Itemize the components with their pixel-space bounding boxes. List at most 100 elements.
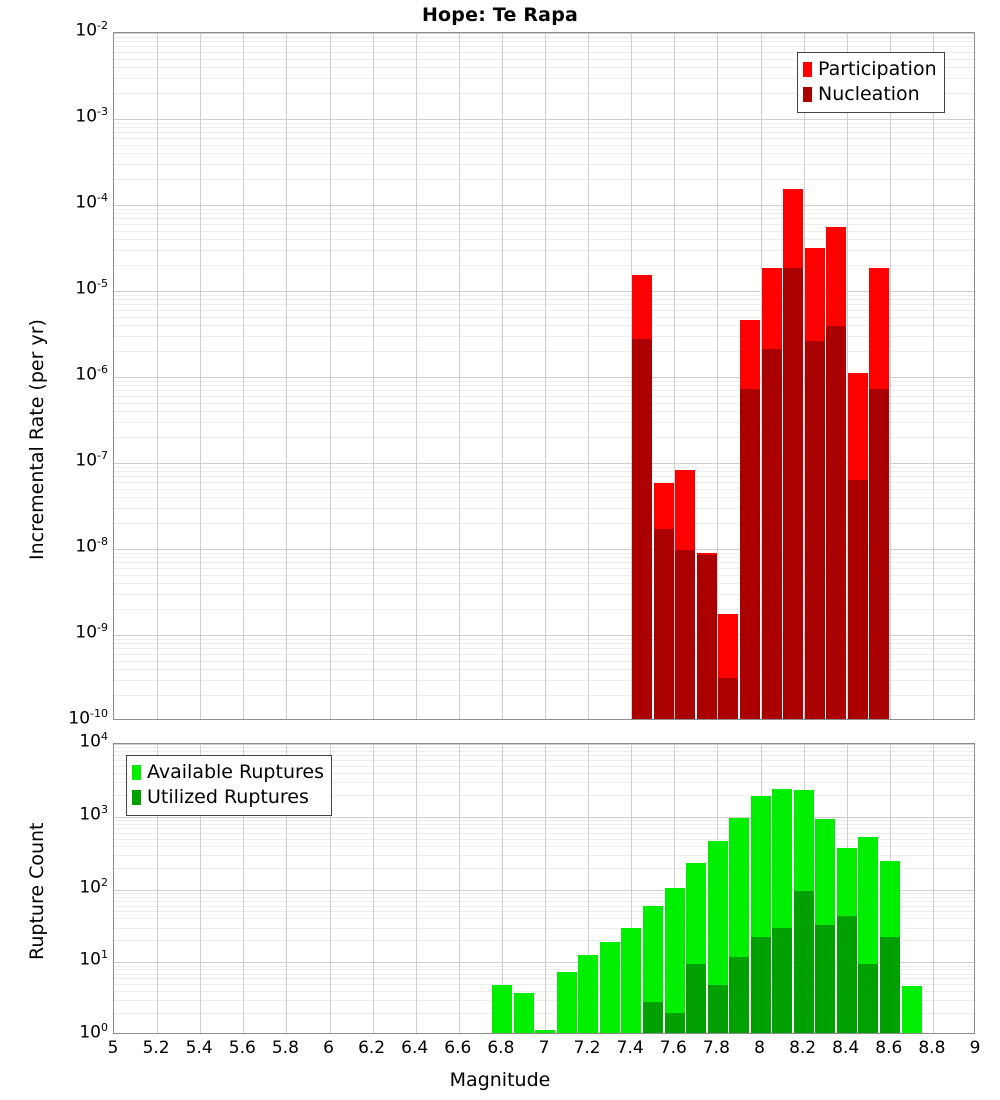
- gridline-minor: [114, 476, 974, 477]
- gridline-minor: [114, 325, 974, 326]
- x-axis-tick-label: 8.6: [875, 1038, 903, 1058]
- nucleation-bar: [654, 529, 674, 719]
- gridline-minor: [114, 59, 974, 60]
- available-ruptures-bar: [557, 971, 577, 1033]
- gridline-minor: [114, 773, 974, 774]
- gridline-minor: [114, 437, 974, 438]
- gridline-major: [114, 377, 974, 378]
- legend-entry[interactable]: Participation: [803, 57, 937, 82]
- gridline-minor: [114, 911, 974, 912]
- gridline-minor: [114, 839, 974, 840]
- gridline-minor: [114, 906, 974, 907]
- available-ruptures-bar: [708, 840, 728, 1033]
- available-ruptures-bar: [902, 986, 922, 1033]
- gridline-minor: [114, 231, 974, 232]
- rupture-bar: [600, 744, 620, 1033]
- available-ruptures-bar: [578, 954, 598, 1033]
- gridline-minor: [114, 648, 974, 649]
- gridline-minor: [114, 52, 974, 53]
- gridline-minor: [114, 497, 974, 498]
- legend-swatch-icon: [132, 765, 141, 780]
- rupture-bar: [514, 744, 534, 1033]
- gridline-minor: [114, 846, 974, 847]
- y-axis-tick-label: 101: [79, 948, 108, 970]
- gridline-minor: [114, 164, 974, 165]
- utilized-ruptures-bar: [880, 936, 900, 1033]
- x-axis-tick-label: 8.2: [789, 1038, 817, 1058]
- top-legend: Participation Nucleation: [797, 52, 945, 113]
- available-ruptures-bar: [514, 992, 534, 1033]
- rupture-bar: [535, 744, 555, 1033]
- gridline-minor: [114, 467, 974, 468]
- legend-entry[interactable]: Nucleation: [803, 82, 937, 107]
- legend-label: Participation: [818, 58, 937, 80]
- utilized-ruptures-bar: [665, 1012, 685, 1033]
- gridline-minor: [114, 557, 974, 558]
- gridline-minor: [114, 639, 974, 640]
- rate-bar: [848, 33, 868, 719]
- gridline-minor: [114, 224, 974, 225]
- gridline-minor: [114, 265, 974, 266]
- gridline-minor: [114, 396, 974, 397]
- gridline-minor: [114, 37, 974, 38]
- gridline-minor: [114, 695, 974, 696]
- gridline-vertical: [243, 744, 244, 1033]
- gridline-vertical: [243, 33, 244, 719]
- nucleation-bar: [675, 550, 695, 719]
- nucleation-bar: [848, 480, 868, 719]
- gridline-minor: [114, 523, 974, 524]
- gridline-vertical: [200, 33, 201, 719]
- available-ruptures-bar: [535, 1030, 555, 1033]
- legend-entry[interactable]: Utilized Ruptures: [132, 785, 324, 810]
- utilized-ruptures-bar: [643, 1001, 663, 1033]
- utilized-ruptures-bar: [729, 957, 749, 1033]
- rupture-bar: [902, 744, 922, 1033]
- gridline-minor: [114, 67, 974, 68]
- legend-label: Available Ruptures: [147, 761, 324, 783]
- rupture-bar: [729, 744, 749, 1033]
- gridline-minor: [114, 304, 974, 305]
- legend-entry[interactable]: Available Ruptures: [132, 760, 324, 785]
- rate-bar: [869, 33, 889, 719]
- y-axis-tick-label: 10-2: [75, 19, 108, 41]
- gridline-minor: [114, 46, 974, 47]
- y-axis-tick-label: 10-5: [75, 277, 108, 299]
- rupture-bar: [815, 744, 835, 1033]
- x-axis-tick-label: 6: [323, 1038, 334, 1058]
- gridline-minor: [114, 984, 974, 985]
- rate-bar: [740, 33, 760, 719]
- x-axis-tick-label: 5.2: [142, 1038, 170, 1058]
- utilized-ruptures-bar: [772, 927, 792, 1033]
- gridline-major: [114, 890, 974, 891]
- gridline-minor: [114, 218, 974, 219]
- rate-bar: [632, 33, 652, 719]
- gridline-minor: [114, 299, 974, 300]
- gridline-vertical: [588, 744, 589, 1033]
- rupture-bar: [751, 744, 771, 1033]
- gridline-major: [114, 635, 974, 636]
- gridline-minor: [114, 390, 974, 391]
- rate-bar: [675, 33, 695, 719]
- gridline-vertical: [631, 744, 632, 1033]
- x-axis-tick-label: 5.8: [271, 1038, 299, 1058]
- gridline-minor: [114, 553, 974, 554]
- gridline-vertical: [502, 33, 503, 719]
- gridline-minor: [114, 93, 974, 94]
- gridline-minor: [114, 336, 974, 337]
- gridline-minor: [114, 654, 974, 655]
- y-axis-tick-label: 10-6: [75, 363, 108, 385]
- gridline-vertical: [674, 33, 675, 719]
- gridline-minor: [114, 385, 974, 386]
- rupture-bar: [794, 744, 814, 1033]
- y-axis-tick-label: 104: [79, 730, 108, 752]
- gridline-minor: [114, 966, 974, 967]
- gridline-major: [114, 744, 974, 745]
- available-ruptures-bar: [643, 906, 663, 1033]
- x-axis-tick-label: 7.2: [573, 1038, 601, 1058]
- rate-bar: [697, 33, 717, 719]
- gridline-minor: [114, 482, 974, 483]
- legend-label: Utilized Ruptures: [147, 786, 309, 808]
- rupture-bar: [858, 744, 878, 1033]
- nucleation-bar: [740, 389, 760, 719]
- y-axis-tick-label: 10-9: [75, 621, 108, 643]
